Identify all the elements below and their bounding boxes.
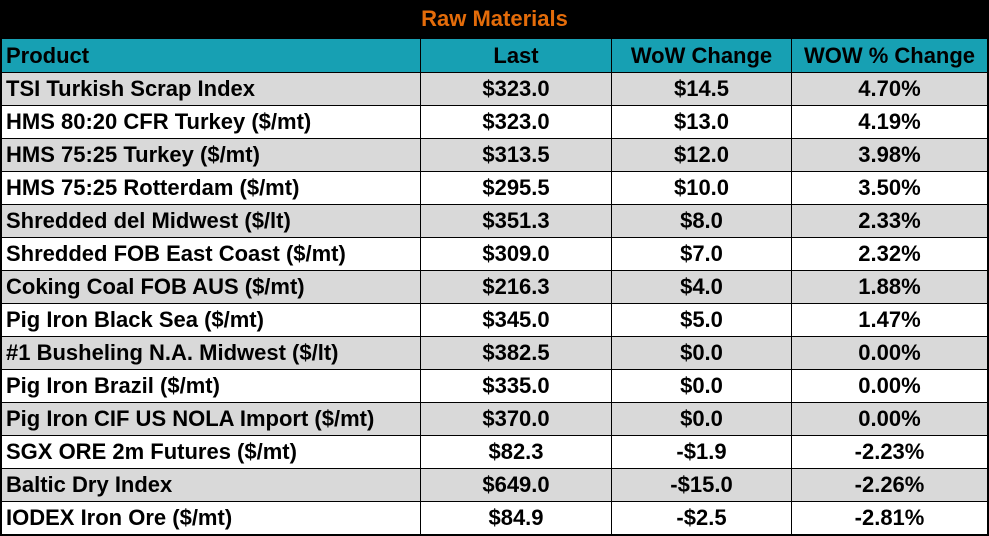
product-cell: Shredded FOB East Coast ($/mt): [1, 237, 421, 271]
wow-change-cell: $5.0: [611, 303, 792, 337]
product-cell: Baltic Dry Index: [1, 468, 421, 502]
wow-change-cell: $12.0: [611, 138, 792, 172]
product-cell: Pig Iron CIF US NOLA Import ($/mt): [1, 402, 421, 436]
table-row: SGX ORE 2m Futures ($/mt) $82.3 -$1.9 -2.23…: [1, 435, 988, 469]
wow-pct-change-cell: 3.98%: [791, 138, 988, 172]
table-row: Pig Iron Black Sea ($/mt) $345.0 $5.0 1.47%: [1, 303, 988, 337]
last-cell: $335.0: [420, 369, 612, 403]
wow-change-cell: $0.0: [611, 402, 792, 436]
table-row: HMS 75:25 Rotterdam ($/mt) $295.5 $10.0 3.5…: [1, 171, 988, 205]
header-product: Product: [1, 38, 421, 73]
wow-pct-change-cell: 2.33%: [791, 204, 988, 238]
product-cell: HMS 75:25 Turkey ($/mt): [1, 138, 421, 172]
table-row: TSI Turkish Scrap Index $323.0 $14.5 4.70%: [1, 72, 988, 106]
last-cell: $313.5: [420, 138, 612, 172]
last-cell: $351.3: [420, 204, 612, 238]
wow-pct-change-cell: 0.00%: [791, 336, 988, 370]
product-cell: Pig Iron Black Sea ($/mt): [1, 303, 421, 337]
product-cell: Pig Iron Brazil ($/mt): [1, 369, 421, 403]
last-cell: $323.0: [420, 72, 612, 106]
table-title: Raw Materials: [0, 0, 989, 38]
wow-pct-change-cell: 1.47%: [791, 303, 988, 337]
table-row: IODEX Iron Ore ($/mt) $84.9 -$2.5 -2.81%: [1, 501, 988, 535]
last-cell: $323.0: [420, 105, 612, 139]
wow-change-cell: $0.0: [611, 369, 792, 403]
product-cell: Coking Coal FOB AUS ($/mt): [1, 270, 421, 304]
table-row: Shredded del Midwest ($/lt) $351.3 $8.0 2.3…: [1, 204, 988, 238]
product-cell: TSI Turkish Scrap Index: [1, 72, 421, 106]
table-row: HMS 80:20 CFR Turkey ($/mt) $323.0 $13.0 4.…: [1, 105, 988, 139]
header-row: Product Last WoW Change WOW % Change: [1, 38, 988, 73]
product-cell: IODEX Iron Ore ($/mt): [1, 501, 421, 535]
last-cell: $82.3: [420, 435, 612, 469]
wow-pct-change-cell: 1.88%: [791, 270, 988, 304]
wow-pct-change-cell: -2.23%: [791, 435, 988, 469]
last-cell: $370.0: [420, 402, 612, 436]
last-cell: $295.5: [420, 171, 612, 205]
last-cell: $309.0: [420, 237, 612, 271]
raw-materials-table: Product Last WoW Change WOW % Change TSI…: [1, 38, 988, 535]
wow-pct-change-cell: 2.32%: [791, 237, 988, 271]
last-cell: $84.9: [420, 501, 612, 535]
table-row: Pig Iron CIF US NOLA Import ($/mt) $370.0…: [1, 402, 988, 436]
table-row: Shredded FOB East Coast ($/mt) $309.0 $7.0…: [1, 237, 988, 271]
wow-change-cell: $0.0: [611, 336, 792, 370]
wow-pct-change-cell: 3.50%: [791, 171, 988, 205]
table-row: #1 Busheling N.A. Midwest ($/lt) $382.5 $0…: [1, 336, 988, 370]
wow-change-cell: $10.0: [611, 171, 792, 205]
wow-change-cell: $8.0: [611, 204, 792, 238]
table-row: Coking Coal FOB AUS ($/mt) $216.3 $4.0 1.88…: [1, 270, 988, 304]
wow-pct-change-cell: -2.26%: [791, 468, 988, 502]
wow-pct-change-cell: 0.00%: [791, 369, 988, 403]
wow-change-cell: -$15.0: [611, 468, 792, 502]
wow-change-cell: $4.0: [611, 270, 792, 304]
wow-change-cell: -$1.9: [611, 435, 792, 469]
product-cell: HMS 75:25 Rotterdam ($/mt): [1, 171, 421, 205]
wow-change-cell: $14.5: [611, 72, 792, 106]
wow-change-cell: $7.0: [611, 237, 792, 271]
last-cell: $216.3: [420, 270, 612, 304]
table-row: Baltic Dry Index $649.0 -$15.0 -2.26%: [1, 468, 988, 502]
header-wow-change: WoW Change: [611, 38, 792, 73]
product-cell: Shredded del Midwest ($/lt): [1, 204, 421, 238]
wow-pct-change-cell: 0.00%: [791, 402, 988, 436]
header-last: Last: [420, 38, 612, 73]
header-wow-pct-change: WOW % Change: [791, 38, 988, 73]
product-cell: HMS 80:20 CFR Turkey ($/mt): [1, 105, 421, 139]
last-cell: $649.0: [420, 468, 612, 502]
product-cell: SGX ORE 2m Futures ($/mt): [1, 435, 421, 469]
last-cell: $345.0: [420, 303, 612, 337]
wow-change-cell: -$2.5: [611, 501, 792, 535]
wow-change-cell: $13.0: [611, 105, 792, 139]
table-row: HMS 75:25 Turkey ($/mt) $313.5 $12.0 3.98%: [1, 138, 988, 172]
product-cell: #1 Busheling N.A. Midwest ($/lt): [1, 336, 421, 370]
last-cell: $382.5: [420, 336, 612, 370]
wow-pct-change-cell: 4.19%: [791, 105, 988, 139]
table-row: Pig Iron Brazil ($/mt) $335.0 $0.0 0.00%: [1, 369, 988, 403]
wow-pct-change-cell: -2.81%: [791, 501, 988, 535]
wow-pct-change-cell: 4.70%: [791, 72, 988, 106]
